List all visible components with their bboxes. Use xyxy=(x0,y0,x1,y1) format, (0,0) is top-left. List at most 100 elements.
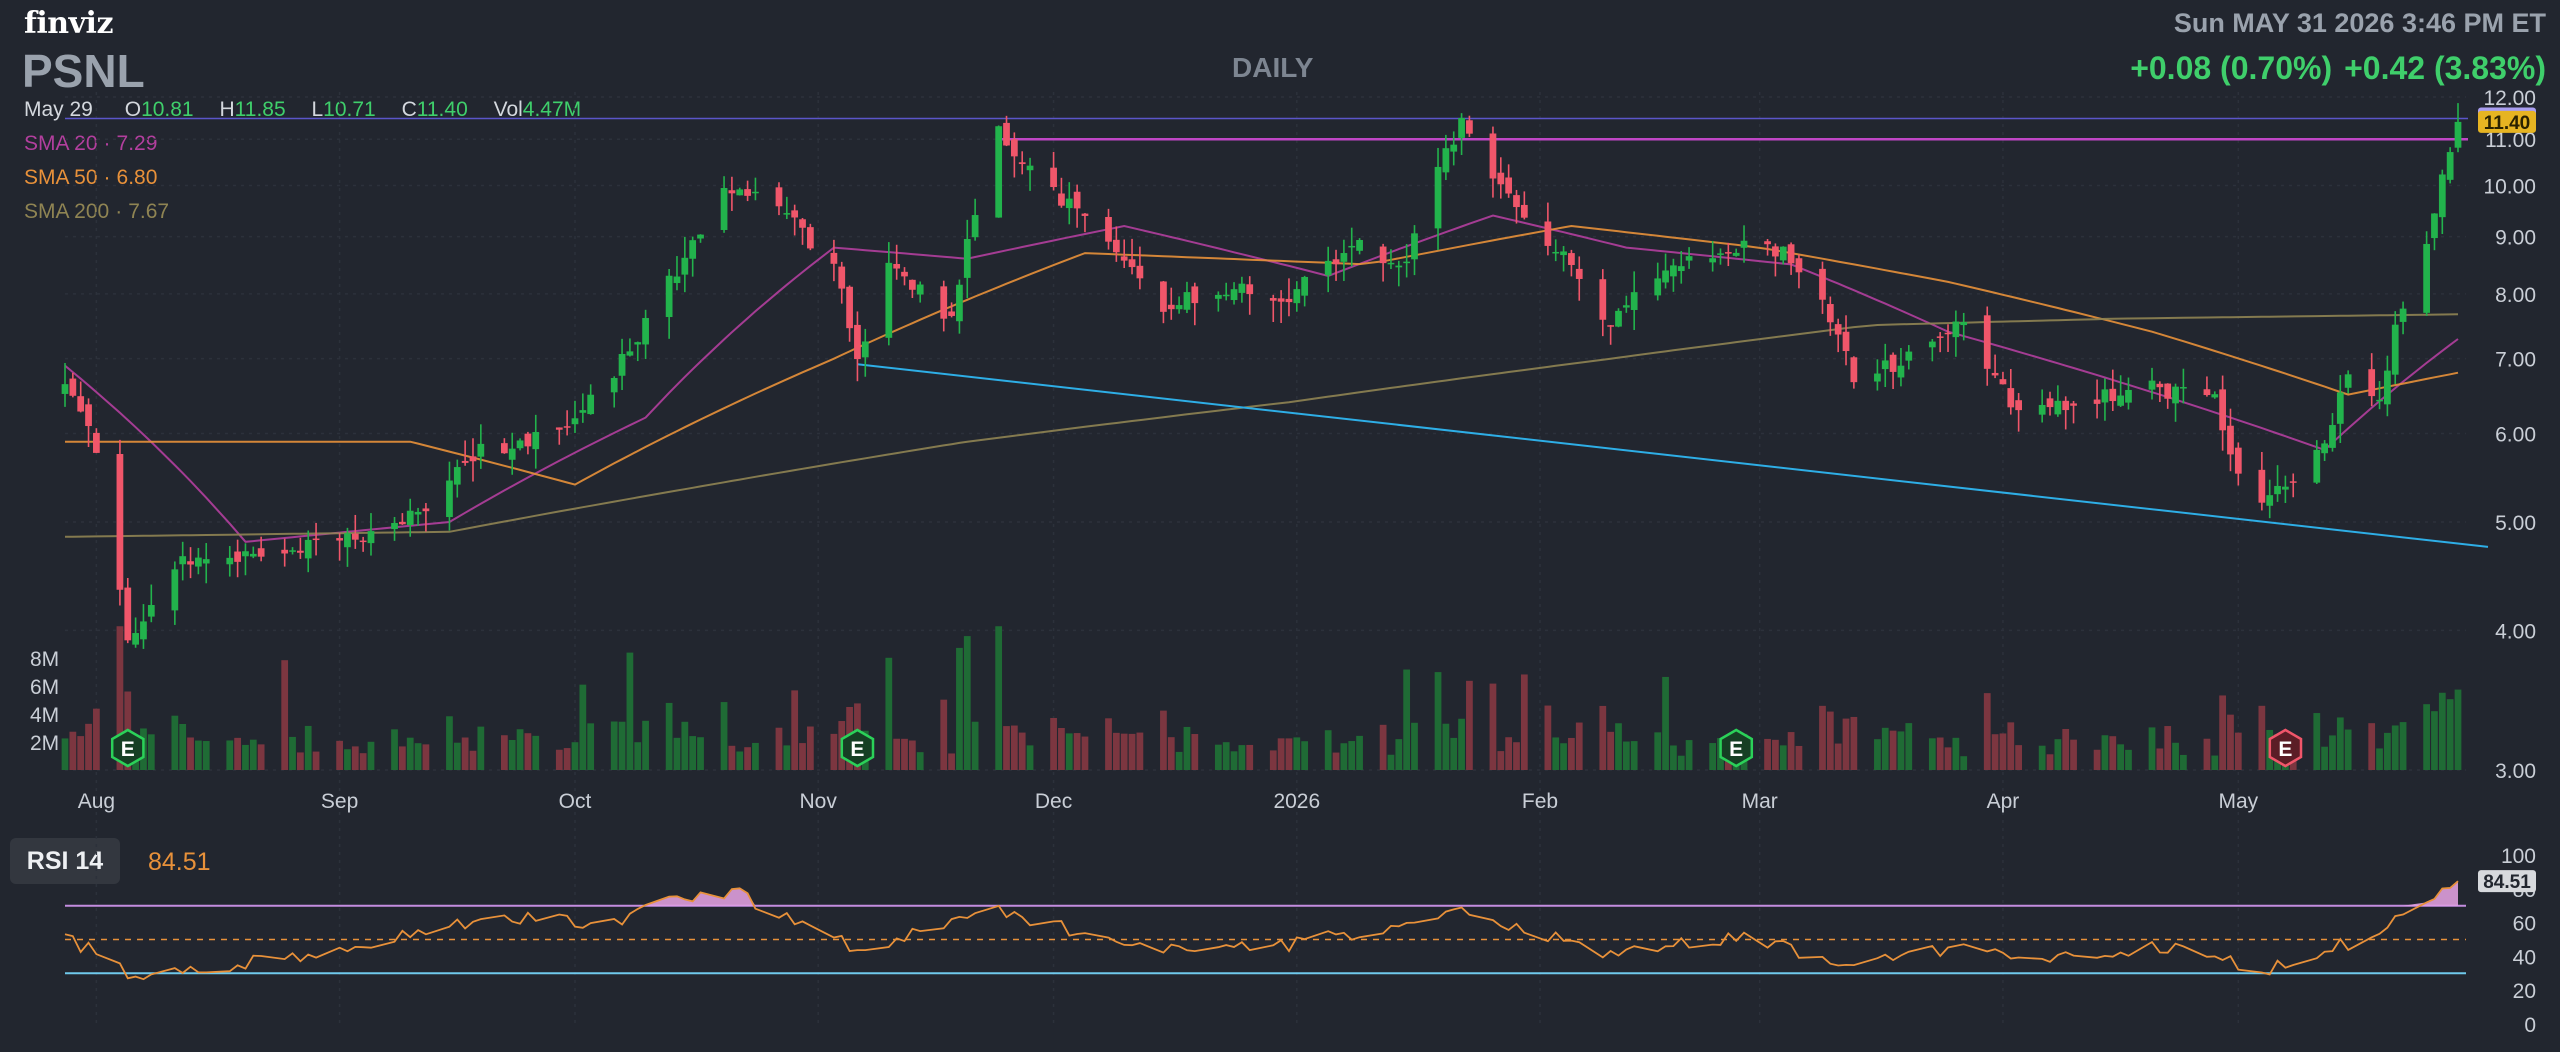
volume-bar xyxy=(1520,674,1528,770)
volume-bar xyxy=(1403,669,1411,770)
candle-body xyxy=(720,188,728,230)
sma50-legend[interactable]: SMA 50 · 6.80 xyxy=(24,166,158,189)
volume-bar xyxy=(61,738,69,770)
candle-body xyxy=(508,448,516,460)
candle-body xyxy=(1167,304,1175,310)
volume-bar xyxy=(1285,738,1293,770)
price-axis-label: 12.00 xyxy=(2483,87,2536,110)
finviz-logo[interactable]: finviz xyxy=(24,6,113,41)
earnings-marker[interactable]: E xyxy=(1719,728,1754,768)
candle-body xyxy=(1905,351,1913,361)
volume-bar xyxy=(77,736,85,770)
candle-body xyxy=(2164,383,2172,399)
volume-bar xyxy=(963,636,971,770)
candle-body xyxy=(1246,284,1254,295)
candle-body xyxy=(61,384,69,394)
candle-body xyxy=(2266,495,2274,506)
earnings-marker[interactable]: E xyxy=(110,728,145,768)
rsi-indicator-label[interactable]: RSI 14 xyxy=(10,838,120,884)
candle-body xyxy=(2423,243,2430,313)
volume-bar xyxy=(634,742,642,770)
candle-body xyxy=(414,511,422,515)
volume-bar xyxy=(406,737,414,770)
candle-body xyxy=(587,394,595,415)
candle-body xyxy=(367,531,375,544)
earnings-marker[interactable]: E xyxy=(2268,728,2303,768)
volume-bar xyxy=(179,723,187,770)
candle-body xyxy=(1058,193,1065,206)
trend-annotations xyxy=(65,117,2489,548)
candle-body xyxy=(1403,261,1411,264)
price-axis-label: 10.00 xyxy=(2483,176,2536,199)
ticker-symbol: PSNL xyxy=(22,45,145,97)
volume-bar xyxy=(524,733,532,770)
volume-bar xyxy=(1936,737,1944,770)
candle-body xyxy=(516,440,524,449)
volume-bar xyxy=(1850,716,1858,770)
price-axis-label: 8.00 xyxy=(2495,284,2536,307)
earnings-marker-bg xyxy=(110,728,145,768)
chart-interval[interactable]: DAILY xyxy=(1232,52,1314,83)
price-axis-label: 3.00 xyxy=(2495,760,2536,783)
candle-body xyxy=(461,460,469,463)
volume-bar xyxy=(359,753,367,770)
volume-bar xyxy=(1026,745,1034,770)
sma200-legend[interactable]: SMA 200 · 7.67 xyxy=(24,200,170,223)
volume-bar xyxy=(1379,724,1387,770)
candle-body xyxy=(1874,373,1881,382)
candle-body xyxy=(77,396,85,412)
volume-bar xyxy=(673,737,681,770)
candle-body xyxy=(665,275,673,318)
candle-body xyxy=(1552,251,1560,254)
candle-body xyxy=(1622,305,1630,308)
volume-bar xyxy=(1411,722,1418,770)
volume-bar xyxy=(1607,731,1615,770)
candle-body xyxy=(85,404,92,427)
candle-body xyxy=(1889,354,1897,372)
low-value: 10.71 xyxy=(323,98,376,121)
candle-body xyxy=(2313,449,2321,483)
volume-bar xyxy=(956,647,963,770)
candle-body xyxy=(2054,400,2062,415)
sma20-legend[interactable]: SMA 20 · 7.29 xyxy=(24,132,158,155)
volume-bar xyxy=(234,737,241,770)
time-axis-label: May xyxy=(2218,790,2258,813)
earnings-marker[interactable]: E xyxy=(840,728,875,768)
volume-bar xyxy=(399,746,406,770)
candle-body xyxy=(1615,310,1622,327)
change-regular: +0.08 (0.70%) xyxy=(2130,50,2333,86)
candle-body xyxy=(351,533,359,540)
rsi-panel xyxy=(64,880,2466,981)
candle-body xyxy=(563,426,571,428)
candle-body xyxy=(618,353,626,376)
volume-bar xyxy=(1348,741,1356,770)
candle-body xyxy=(1356,240,1363,251)
candle-body xyxy=(187,561,194,565)
candle-body xyxy=(555,427,563,430)
candle-body xyxy=(2329,425,2336,448)
volume-bar xyxy=(2109,736,2117,770)
time-axis-label: Mar xyxy=(1742,790,1778,813)
price-series xyxy=(61,103,2462,649)
candle-body xyxy=(344,533,351,548)
candle-body xyxy=(249,553,257,557)
candle-body xyxy=(1191,286,1199,304)
volume-bar xyxy=(1324,730,1332,770)
candle-body xyxy=(728,190,736,194)
candle-body xyxy=(147,605,155,617)
candle-body xyxy=(1340,253,1348,262)
volume-bar xyxy=(1991,734,1999,770)
volume-bar xyxy=(2101,735,2109,770)
volume-bar xyxy=(2399,722,2407,770)
candle-body xyxy=(963,239,971,278)
candle-body xyxy=(226,557,234,565)
candle-body xyxy=(2093,399,2101,404)
candle-body xyxy=(1073,191,1081,209)
volume-bar xyxy=(1128,733,1136,770)
earnings-marker-label: E xyxy=(2278,738,2292,761)
volume-bar xyxy=(2391,725,2399,770)
volume-bar xyxy=(893,738,901,770)
volume-bar xyxy=(1654,732,1662,770)
sma-line-sma20 xyxy=(64,214,2459,543)
